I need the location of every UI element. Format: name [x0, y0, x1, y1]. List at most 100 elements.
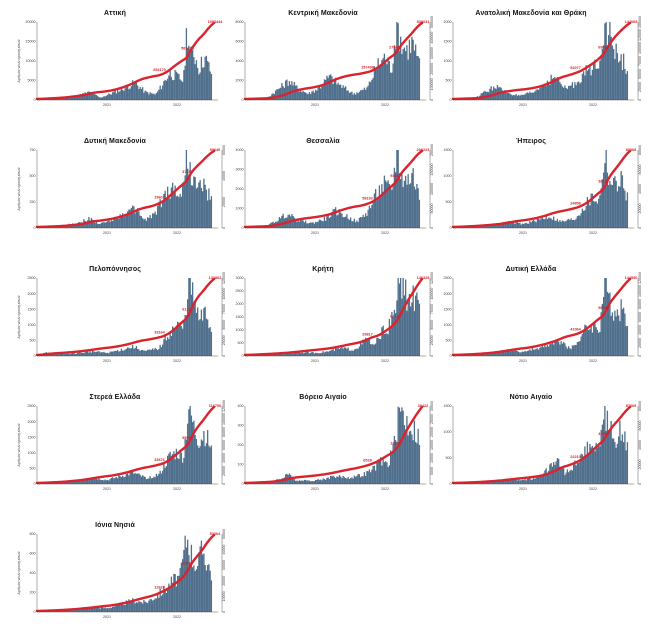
bar	[378, 338, 381, 356]
bar	[152, 478, 154, 484]
bar	[87, 479, 89, 484]
bar	[323, 479, 326, 484]
bar	[523, 94, 525, 100]
bar	[576, 461, 579, 484]
bar	[210, 74, 213, 100]
y2-tick-label: 25000	[638, 82, 642, 92]
bar	[570, 218, 572, 228]
bar	[357, 473, 359, 484]
y2-tick-label: 0	[222, 227, 226, 229]
bar	[550, 218, 552, 228]
bar	[573, 219, 575, 228]
bar	[75, 96, 78, 100]
bar	[548, 346, 550, 356]
bar	[69, 96, 71, 100]
bar	[278, 88, 281, 100]
bar	[536, 348, 539, 356]
bar	[130, 472, 133, 484]
bar	[387, 467, 389, 484]
bar	[175, 71, 178, 100]
bar	[336, 348, 338, 356]
line-end-label: 206223	[417, 148, 430, 152]
bar	[148, 349, 150, 356]
bar	[315, 352, 317, 356]
bar	[346, 348, 348, 356]
bar	[407, 174, 409, 228]
bar	[95, 351, 98, 356]
bar	[316, 352, 318, 356]
bar	[140, 476, 143, 484]
y-tick-label: 500	[30, 174, 36, 178]
x-tick-label: 2022	[381, 487, 389, 491]
bar	[510, 222, 512, 228]
bar	[385, 180, 387, 228]
bar	[202, 67, 204, 100]
bar	[145, 350, 148, 356]
y-tick-label: 1000	[236, 207, 244, 211]
y2-tick-label: 0	[638, 355, 642, 357]
bar	[155, 93, 158, 100]
bar	[410, 53, 412, 100]
bar	[351, 221, 353, 228]
bar	[129, 88, 131, 100]
bar	[207, 200, 209, 228]
bar	[272, 354, 274, 356]
bar	[560, 221, 562, 228]
bar	[122, 475, 124, 484]
bar	[129, 348, 131, 356]
bar	[377, 58, 379, 100]
bar	[182, 328, 184, 356]
bar	[351, 350, 353, 356]
bar	[159, 344, 161, 356]
bar	[343, 347, 346, 356]
bar	[386, 182, 388, 228]
bar	[494, 225, 496, 228]
bar	[147, 92, 149, 100]
bar	[568, 218, 570, 228]
bar	[177, 458, 179, 484]
bar	[109, 221, 111, 228]
bar	[132, 598, 134, 612]
bar	[322, 85, 324, 100]
y2-tick-label: 75000	[222, 304, 226, 314]
bar	[484, 90, 486, 100]
bar	[140, 216, 143, 228]
bar	[159, 199, 161, 228]
y2-tick-label: 30000	[222, 560, 226, 570]
bar	[168, 75, 170, 100]
cumulative-line	[35, 405, 216, 485]
bar-series	[37, 28, 213, 100]
bar	[568, 472, 570, 484]
bar	[534, 221, 536, 228]
y2-tick-label: 20000	[222, 197, 226, 207]
bar	[200, 439, 203, 484]
bar	[134, 472, 136, 484]
bar	[407, 435, 409, 484]
bar	[87, 351, 89, 356]
bar	[474, 354, 476, 356]
bar	[332, 83, 334, 100]
bar	[368, 205, 371, 228]
y2-tick-label: 20000	[638, 204, 642, 214]
bar	[298, 480, 301, 484]
bar	[509, 478, 511, 484]
y2-tick-label: 80000	[638, 401, 642, 411]
bar	[544, 470, 546, 484]
bar	[104, 352, 106, 356]
line-end-label: 142065	[625, 20, 638, 24]
bar	[563, 341, 565, 356]
bar	[392, 63, 394, 100]
bar	[144, 476, 146, 484]
bar	[545, 346, 547, 356]
bar	[519, 95, 521, 100]
bar	[589, 63, 591, 100]
y2-tick-label: 5000	[430, 467, 434, 475]
bar	[611, 185, 614, 228]
bar	[519, 480, 521, 484]
bar	[621, 70, 624, 100]
bar	[104, 96, 106, 100]
x-tick-label: 2022	[173, 359, 181, 363]
bar	[70, 609, 73, 612]
y-tick-label: 2000	[28, 292, 36, 296]
